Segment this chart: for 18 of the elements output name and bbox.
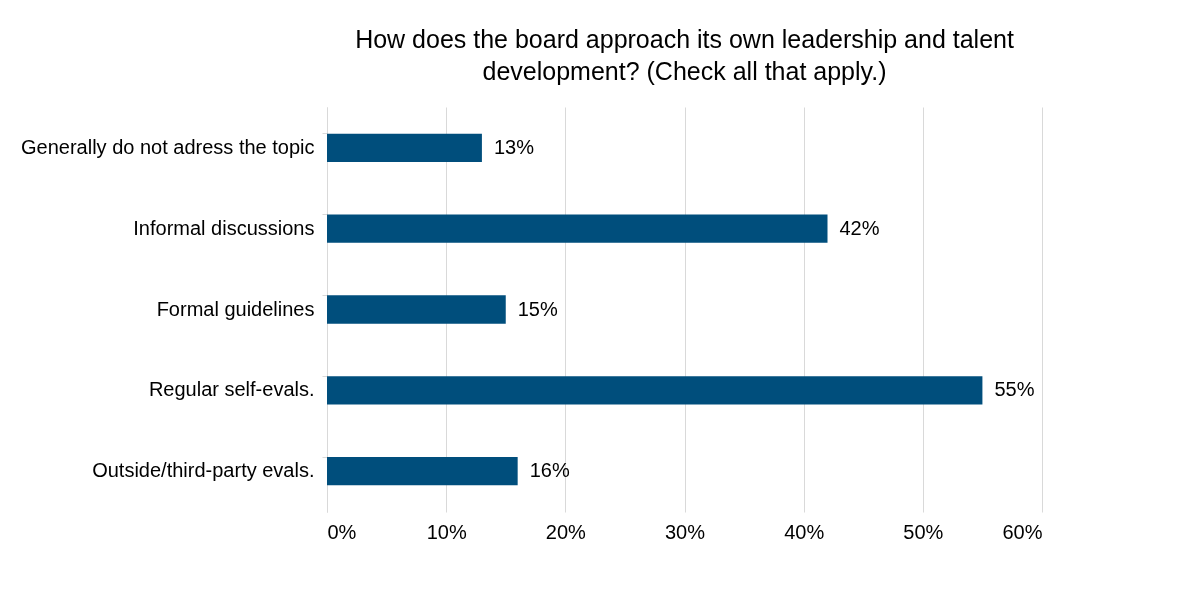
chart-title: How does the board approach its own leadership and talent development? (Check all that apply.): [355, 25, 1014, 85]
y-tick-label: Generally do not adress the topic: [20, 135, 315, 158]
data-label: 55%: [994, 378, 1035, 401]
x-tick-label: 0%: [327, 520, 357, 543]
x-tick-label: 20%: [545, 520, 587, 543]
x-tick-label: 60%: [1002, 520, 1043, 543]
x-tick-label: 40%: [784, 520, 825, 543]
y-tick-label: Informal discussions: [133, 216, 315, 239]
y-tick-label: Formal guidelines: [156, 297, 315, 320]
data-label: 16%: [529, 459, 570, 482]
x-tick-label: 50%: [903, 520, 944, 543]
x-tick-label: 10%: [426, 520, 467, 543]
y-tick-label: Regular self-evals.: [148, 378, 315, 401]
data-label: 15%: [517, 297, 558, 320]
y-tick-label: Outside/third-party evals.: [92, 459, 315, 482]
data-label: 13%: [493, 135, 535, 158]
data-label: 42%: [839, 216, 880, 239]
x-tick-label: 30%: [664, 520, 706, 543]
